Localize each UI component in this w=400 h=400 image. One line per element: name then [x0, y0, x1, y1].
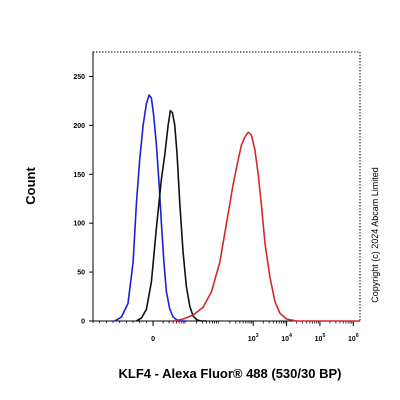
copyright-notice: Copyright (c) 2024 Abcam Limited — [370, 167, 380, 303]
plot-area — [92, 51, 361, 322]
y-tick-label: 100 — [73, 221, 85, 228]
x-tick-base: 0 — [151, 336, 155, 343]
x-tick-label: 0 — [151, 336, 155, 343]
x-tick-exponent: 4 — [289, 333, 292, 339]
x-tick-exponent: 6 — [356, 333, 359, 339]
y-axis-ticks: 0 50 100 150 200 250 — [73, 74, 93, 326]
y-tick-label: 0 — [81, 319, 85, 326]
x-tick-exponent: 3 — [256, 333, 259, 339]
y-tick-label: 200 — [73, 123, 85, 130]
x-tick-exponent: 5 — [322, 333, 325, 339]
x-tick-label: 103 — [248, 333, 259, 343]
x-tick-label: 106 — [348, 333, 359, 343]
y-axis-label: Count — [23, 167, 38, 205]
plot-frame — [92, 51, 361, 322]
histogram-series-3 — [172, 131, 360, 322]
series-layer — [114, 94, 360, 322]
x-tick-base: 10 — [315, 336, 323, 343]
y-tick-label: 50 — [77, 270, 85, 277]
x-tick-label: 104 — [281, 333, 292, 343]
x-tick-base: 10 — [348, 336, 356, 343]
x-tick-base: 10 — [248, 336, 256, 343]
histogram-series-1 — [114, 94, 187, 322]
y-tick-label: 150 — [73, 172, 85, 179]
x-axis-label: KLF4 - Alexa Fluor® 488 (530/30 BP) — [119, 366, 342, 381]
x-tick-base: 10 — [281, 336, 289, 343]
x-tick-label: 105 — [315, 333, 326, 343]
x-axis-ticks: 0 103 104 105 106 — [92, 321, 359, 343]
y-tick-label: 250 — [73, 74, 85, 81]
